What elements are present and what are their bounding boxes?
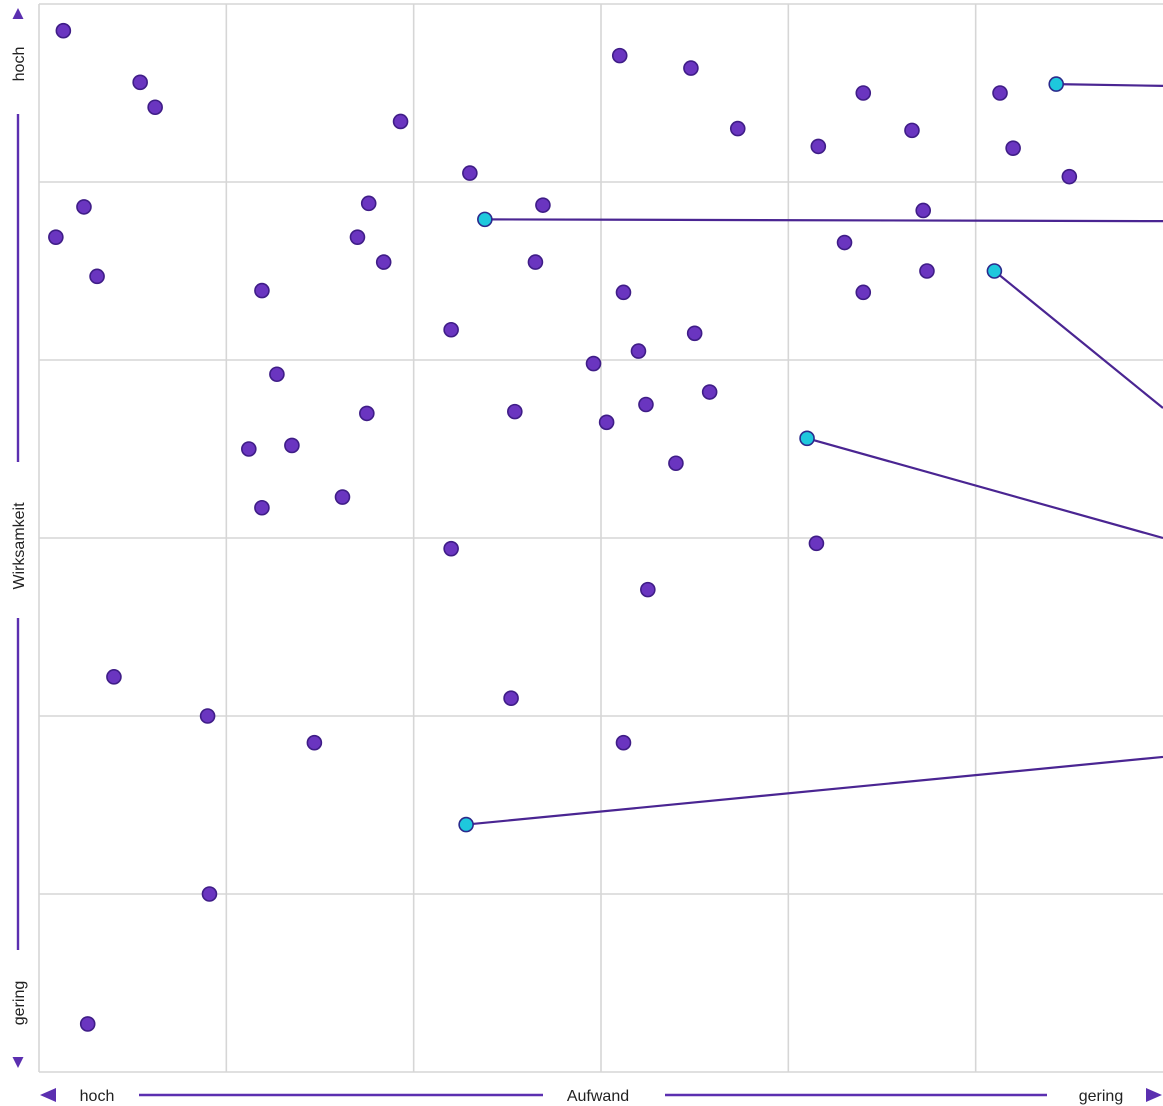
data-point[interactable] xyxy=(729,120,746,137)
y-axis-down-arrow-icon xyxy=(12,1057,24,1068)
data-point[interactable] xyxy=(640,581,656,598)
y-axis-low-label: gering xyxy=(11,981,28,1025)
grid xyxy=(39,4,1163,1072)
data-point[interactable] xyxy=(855,85,872,101)
highlighted-point[interactable] xyxy=(986,263,1003,279)
highlighted-point[interactable] xyxy=(458,816,474,833)
data-point[interactable] xyxy=(199,708,216,724)
data-points xyxy=(48,22,1078,1032)
data-point[interactable] xyxy=(392,113,409,130)
data-point[interactable] xyxy=(638,396,654,413)
data-point[interactable] xyxy=(1061,168,1078,185)
highlighted-points xyxy=(458,76,1065,833)
data-point[interactable] xyxy=(254,282,270,299)
plot-frame xyxy=(38,3,1163,1073)
data-point[interactable] xyxy=(836,234,853,251)
x-axis-left-arrow-icon xyxy=(40,1088,56,1102)
data-point[interactable] xyxy=(76,199,92,215)
data-point[interactable] xyxy=(611,47,628,64)
data-point[interactable] xyxy=(919,263,935,279)
data-point[interactable] xyxy=(55,22,72,39)
data-point[interactable] xyxy=(201,886,218,902)
connector-line xyxy=(993,270,1163,409)
y-axis-high-label: hoch xyxy=(11,47,28,82)
data-point[interactable] xyxy=(1005,140,1021,156)
highlighted-point[interactable] xyxy=(1048,76,1065,92)
data-point[interactable] xyxy=(904,122,920,139)
data-point[interactable] xyxy=(106,669,122,685)
data-point[interactable] xyxy=(668,455,684,472)
data-point[interactable] xyxy=(701,384,718,400)
data-point[interactable] xyxy=(48,229,64,245)
data-point[interactable] xyxy=(507,403,523,420)
data-point[interactable] xyxy=(810,138,827,155)
data-point[interactable] xyxy=(375,254,392,270)
data-point[interactable] xyxy=(254,499,270,516)
data-point[interactable] xyxy=(132,74,148,91)
x-axis: hoch Aufwand gering xyxy=(40,1088,1162,1105)
x-axis-high-label: hoch xyxy=(80,1088,115,1105)
data-point[interactable] xyxy=(147,99,163,116)
data-point[interactable] xyxy=(360,195,377,212)
y-axis-title: Wirksamkeit xyxy=(11,502,28,590)
data-point[interactable] xyxy=(241,441,257,457)
data-point[interactable] xyxy=(585,355,602,372)
highlighted-point[interactable] xyxy=(799,430,815,447)
data-point[interactable] xyxy=(808,535,825,552)
data-point[interactable] xyxy=(334,489,351,505)
connector-line xyxy=(1056,83,1163,87)
data-point[interactable] xyxy=(443,321,459,338)
data-point[interactable] xyxy=(462,165,478,181)
data-point[interactable] xyxy=(915,202,932,219)
data-point[interactable] xyxy=(503,690,519,707)
x-axis-low-label: gering xyxy=(1079,1088,1123,1105)
data-point[interactable] xyxy=(686,325,703,342)
data-point[interactable] xyxy=(527,254,544,270)
connector-line xyxy=(806,437,1163,540)
connector-line xyxy=(466,755,1163,826)
y-axis: hoch Wirksamkeit gering xyxy=(11,8,28,1068)
data-point[interactable] xyxy=(79,1016,96,1032)
connector-line xyxy=(484,218,1163,223)
connector-lines xyxy=(466,83,1163,826)
data-point[interactable] xyxy=(992,85,1008,101)
data-point[interactable] xyxy=(615,284,632,301)
data-point[interactable] xyxy=(683,60,699,76)
data-point[interactable] xyxy=(535,197,551,213)
x-axis-title: Aufwand xyxy=(567,1088,629,1105)
data-point[interactable] xyxy=(359,405,375,422)
data-point[interactable] xyxy=(89,268,105,285)
data-point[interactable] xyxy=(630,343,647,359)
x-axis-right-arrow-icon xyxy=(1146,1088,1162,1102)
data-point[interactable] xyxy=(284,437,300,454)
y-axis-up-arrow-icon xyxy=(12,8,24,19)
highlighted-point[interactable] xyxy=(477,211,493,228)
data-point[interactable] xyxy=(598,414,615,431)
data-point[interactable] xyxy=(615,734,632,751)
data-point[interactable] xyxy=(306,734,323,751)
data-point[interactable] xyxy=(269,366,285,383)
data-point[interactable] xyxy=(855,284,872,301)
data-point[interactable] xyxy=(349,229,366,245)
data-point[interactable] xyxy=(443,540,459,557)
